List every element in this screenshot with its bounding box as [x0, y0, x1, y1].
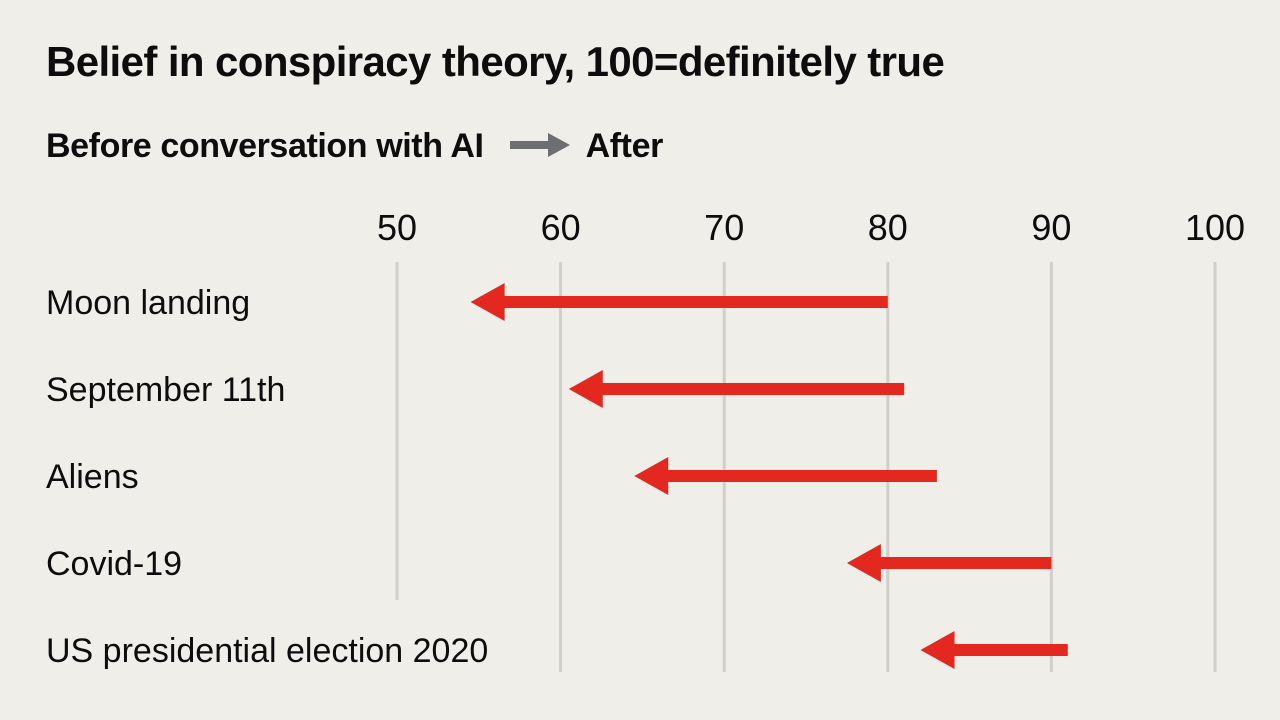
arrow-head [920, 631, 955, 669]
category-label: Aliens [46, 458, 139, 496]
arrow-head [846, 544, 881, 582]
x-tick-label: 70 [704, 207, 744, 248]
legend: Before conversation with AI After [46, 126, 663, 166]
legend-after-label: After [585, 126, 664, 165]
x-tick-label: 90 [1031, 207, 1071, 248]
arrow-head [568, 370, 603, 408]
arrow-shaft [950, 644, 1068, 656]
arrow-shaft [664, 470, 937, 482]
arrow-shaft [598, 383, 905, 395]
arrow-shaft [500, 296, 888, 308]
category-label: Covid-19 [46, 545, 182, 583]
category-label: September 11th [46, 371, 285, 409]
x-tick-label: 80 [868, 207, 908, 248]
arrow-shaft [876, 557, 1052, 569]
arrow-right-icon [509, 127, 572, 166]
legend-before-label: Before conversation with AI [46, 126, 484, 165]
arrow-head [634, 457, 669, 495]
category-label: US presidential election 2020 [46, 632, 488, 670]
arrow-head [470, 283, 505, 321]
x-tick-label: 50 [377, 207, 417, 248]
x-tick-label: 100 [1185, 207, 1245, 248]
legend-arrow-head [547, 132, 570, 157]
category-label: Moon landing [46, 284, 250, 322]
chart-title: Belief in conspiracy theory, 100=definit… [46, 38, 945, 85]
x-tick-label: 60 [541, 207, 581, 248]
legend-arrow-shaft [509, 140, 550, 149]
